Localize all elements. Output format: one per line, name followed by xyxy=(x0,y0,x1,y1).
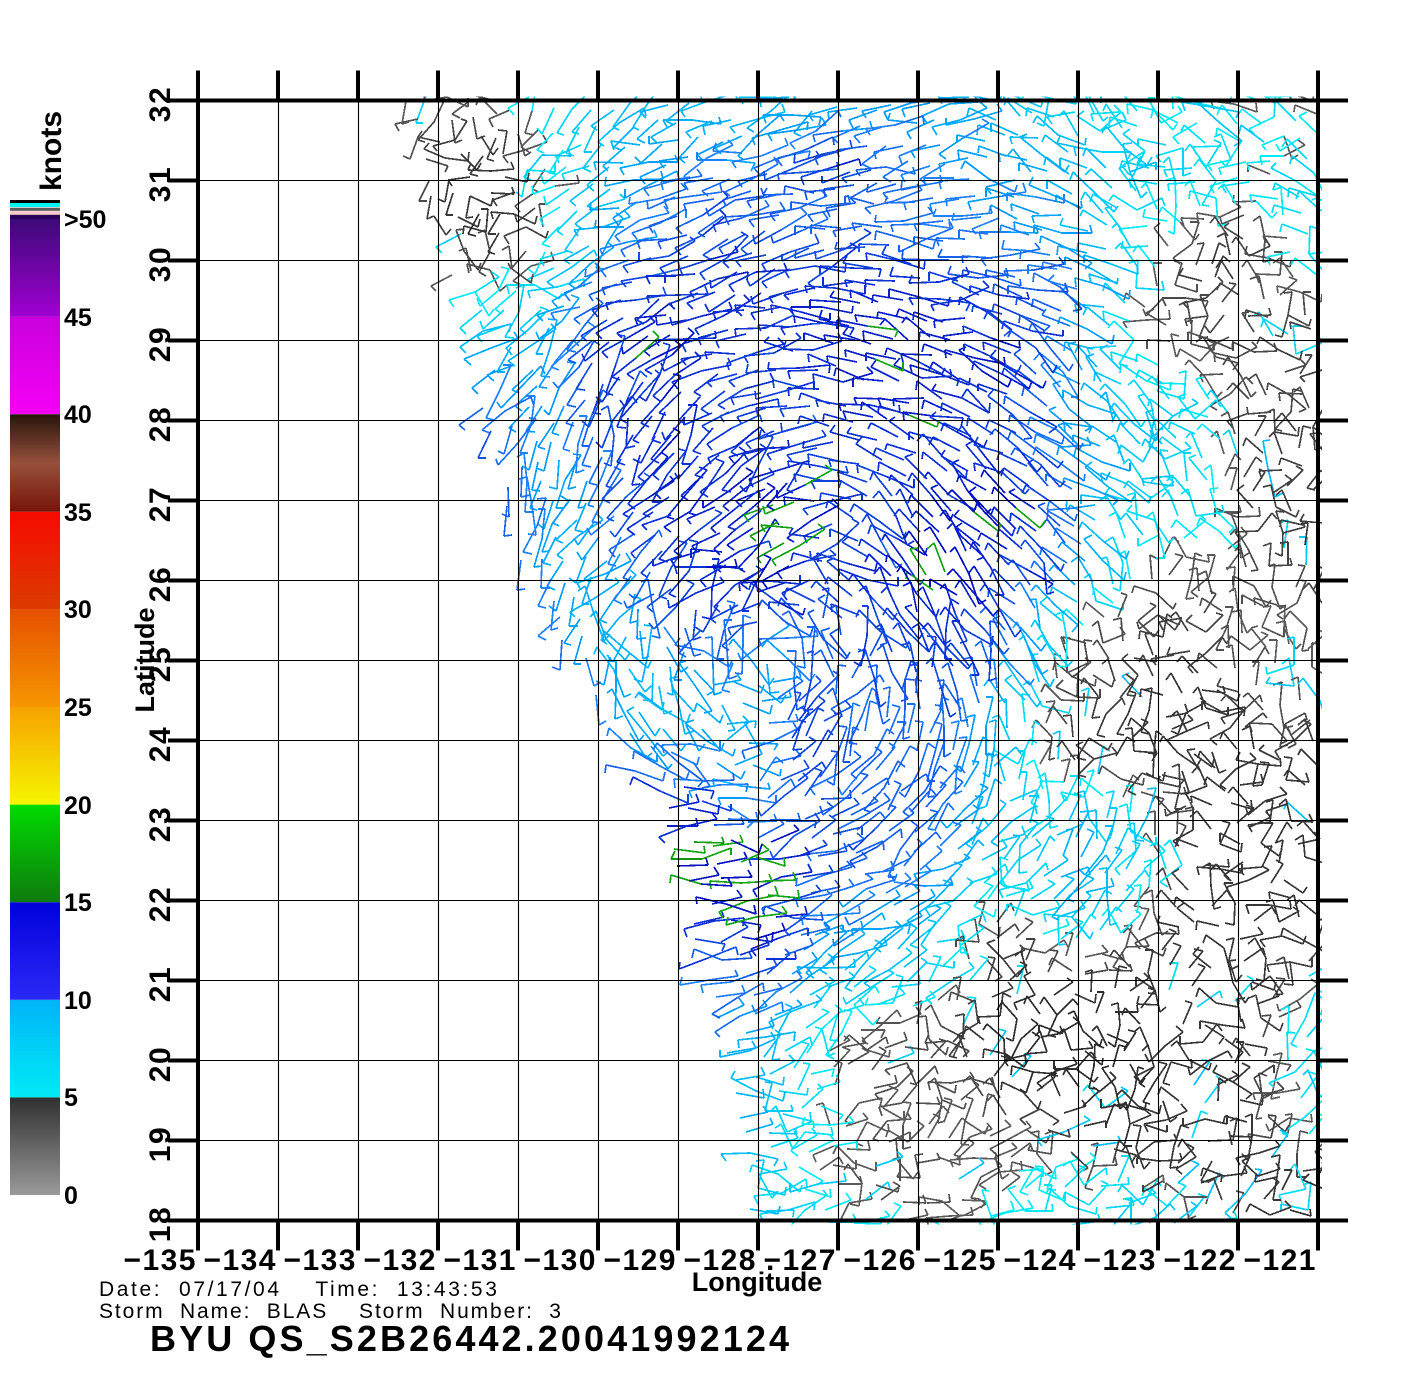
svg-text:−131: −131 xyxy=(443,1244,517,1277)
svg-text:28: 28 xyxy=(144,406,177,442)
svg-text:30: 30 xyxy=(144,246,177,282)
svg-text:19: 19 xyxy=(144,1126,177,1162)
svg-text:Longitude: Longitude xyxy=(692,1267,822,1297)
svg-text:>50: >50 xyxy=(64,206,106,234)
svg-text:22: 22 xyxy=(144,886,177,922)
svg-text:15: 15 xyxy=(64,889,92,917)
svg-text:40: 40 xyxy=(64,401,92,429)
svg-text:30: 30 xyxy=(64,596,92,624)
svg-text:Storm Name: BLAS Storm N: Storm Name: BLAS Storm Number: 3 xyxy=(99,1300,563,1323)
svg-text:20: 20 xyxy=(64,792,92,820)
svg-text:−123: −123 xyxy=(1083,1244,1157,1277)
svg-text:−132: −132 xyxy=(363,1244,437,1277)
svg-text:20: 20 xyxy=(144,1046,177,1082)
svg-text:23: 23 xyxy=(144,806,177,842)
svg-text:knots: knots xyxy=(35,111,68,191)
svg-text:−125: −125 xyxy=(923,1244,997,1277)
svg-text:Date: 07/17/04 Time: 13:4: Date: 07/17/04 Time: 13:43:53 xyxy=(99,1278,499,1301)
svg-text:26: 26 xyxy=(144,566,177,602)
svg-text:25: 25 xyxy=(144,646,177,682)
svg-text:−133: −133 xyxy=(283,1244,357,1277)
svg-text:Latitude: Latitude xyxy=(130,608,160,713)
svg-text:21: 21 xyxy=(144,966,177,1002)
svg-text:−130: −130 xyxy=(523,1244,597,1277)
svg-text:0: 0 xyxy=(64,1182,78,1210)
svg-text:32: 32 xyxy=(144,86,177,122)
svg-text:.: . xyxy=(766,1244,776,1277)
svg-text:35: 35 xyxy=(64,499,92,527)
svg-text:5: 5 xyxy=(64,1084,78,1112)
svg-text:31: 31 xyxy=(144,166,177,202)
svg-text:−128: −128 xyxy=(683,1244,757,1277)
svg-text:25: 25 xyxy=(64,694,92,722)
svg-text:−135: −135 xyxy=(123,1244,197,1277)
svg-text:24: 24 xyxy=(144,726,177,762)
svg-text:−122: −122 xyxy=(1163,1244,1237,1277)
svg-text:29: 29 xyxy=(144,326,177,362)
svg-text:−124: −124 xyxy=(1003,1244,1077,1277)
svg-text:45: 45 xyxy=(64,304,92,332)
svg-text:−121: −121 xyxy=(1243,1244,1317,1277)
svg-text:−134: −134 xyxy=(203,1244,277,1277)
svg-text:BYU QS_S2B26442.20041992124: BYU QS_S2B26442.20041992124 xyxy=(150,1318,792,1359)
svg-text:10: 10 xyxy=(64,987,92,1015)
svg-text:27: 27 xyxy=(144,486,177,522)
svg-text:−129: −129 xyxy=(603,1244,677,1277)
svg-text:−126: −126 xyxy=(843,1244,917,1277)
svg-text:18: 18 xyxy=(144,1206,177,1242)
svg-text:−127: −127 xyxy=(763,1244,837,1277)
